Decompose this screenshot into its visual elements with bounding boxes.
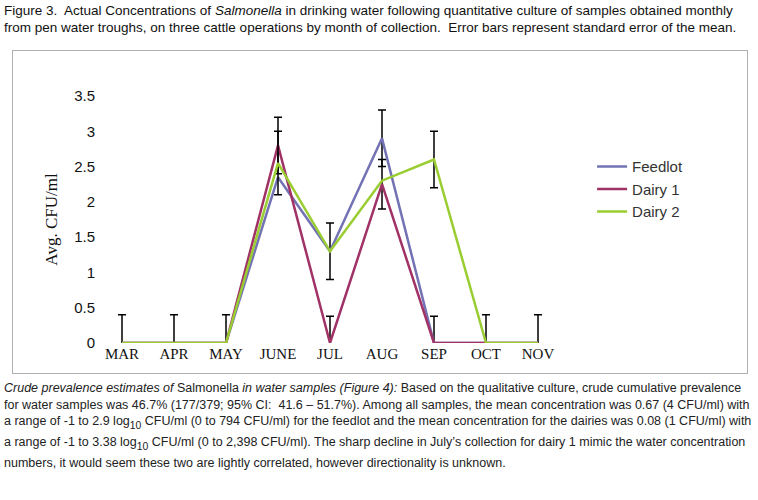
svg-text:JUNE: JUNE — [260, 346, 297, 362]
svg-text:3.5: 3.5 — [74, 87, 95, 104]
svg-text:MAY: MAY — [209, 346, 243, 362]
svg-text:3: 3 — [87, 123, 95, 140]
svg-text:AUG: AUG — [366, 346, 399, 362]
svg-text:1.5: 1.5 — [74, 228, 95, 245]
html-text:Figure 3. Actual Concentration: Figure 3. Actual Concentrations of Salmo… — [4, 3, 737, 35]
html-text:Crude prevalence estimates of: Crude prevalence estimates of Salmonella… — [4, 381, 755, 470]
svg-text:Avg. CFU/ml: Avg. CFU/ml — [42, 173, 61, 266]
svg-text:0: 0 — [87, 334, 95, 351]
svg-text:0.5: 0.5 — [74, 299, 95, 316]
svg-text:APR: APR — [159, 346, 188, 362]
svg-text:2.5: 2.5 — [74, 158, 95, 175]
svg-text:1: 1 — [87, 264, 95, 281]
svg-text:JUL: JUL — [317, 346, 343, 362]
svg-text:2: 2 — [87, 193, 95, 210]
svg-text:Feedlot: Feedlot — [632, 158, 683, 175]
svg-text:Dairy 1: Dairy 1 — [632, 181, 680, 198]
svg-text:SEP: SEP — [421, 346, 447, 362]
svg-text:Dairy 2: Dairy 2 — [632, 203, 680, 220]
svg-text:NOV: NOV — [522, 346, 555, 362]
svg-text:MAR: MAR — [105, 346, 139, 362]
svg-text:OCT: OCT — [471, 346, 501, 362]
